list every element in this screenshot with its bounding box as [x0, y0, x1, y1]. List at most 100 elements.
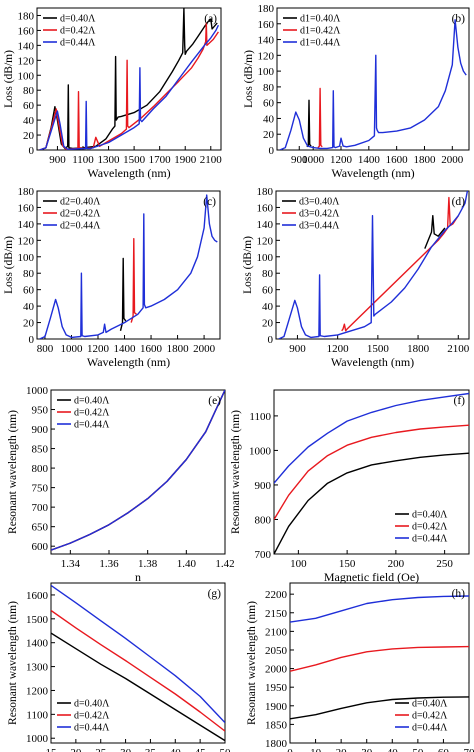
chart-5-ytick-label-4: 1100: [249, 411, 271, 423]
chart-4-xlabel: n: [135, 570, 141, 584]
chart-7-ytick-label-4: 2000: [265, 664, 288, 676]
chart-2: 800 1000 1200 1400 1600 1800 20000204060801001…: [3, 186, 221, 369]
chart-3-ytick-label-8: 160: [257, 202, 274, 214]
chart-6-xtick-label-7: 50: [220, 747, 232, 752]
chart-2-legend-label-1: d2=0.42Λ: [60, 209, 101, 220]
chart-6-xtick-label-2: 25: [95, 747, 107, 752]
chart-0-xtick-label-6: 2100: [200, 154, 223, 166]
chart-1-ylabel: Loss (dB/m): [243, 50, 255, 108]
chart-7-xtick-label-3: 30: [361, 747, 373, 752]
chart-5-legend-label-0: d=0.40Λ: [412, 510, 448, 521]
chart-3-xtick-label-2: 1500: [367, 343, 390, 355]
chart-6-xtick-label-0: 15: [46, 747, 58, 752]
chart-7-ytick-label-5: 2050: [265, 645, 288, 657]
chart-6-legend-label-1: d=0.42Λ: [74, 711, 110, 722]
chart-4-ytick-label-5: 850: [32, 444, 49, 456]
chart-7-xtick-label-0: 0: [287, 747, 293, 752]
chart-4-legend-label-2: d=0.44Λ: [74, 420, 110, 431]
chart-3-legend-label-0: d3=0.40Λ: [299, 197, 340, 208]
chart-3-ytick-label-1: 20: [262, 318, 274, 330]
chart-2-ytick-label-8: 160: [18, 202, 35, 214]
chart-3-legend-label-2: d3=0.44Λ: [299, 221, 340, 232]
chart-0-xlabel: Wavelength (nm): [87, 166, 170, 180]
chart-4-xtick-label-0: 1.34: [61, 558, 81, 570]
chart-7-legend-label-1: d=0.42Λ: [412, 711, 448, 722]
chart-3-ytick-label-5: 100: [257, 252, 274, 264]
chart-6-series-2-line: [51, 584, 225, 724]
chart-6-xtick-label-6: 45: [195, 747, 207, 752]
chart-0-ytick-label-2: 40: [23, 115, 35, 127]
chart-7: 0 10 20 30 40 50 60 70 1800 1850 1900 1950 2000 2050 2…: [246, 582, 474, 752]
chart-1-ytick-label-8: 160: [258, 19, 275, 31]
chart-1-xtick-label-4: 1600: [386, 154, 409, 166]
chart-3-panel-label: (d): [452, 196, 466, 208]
chart-2-ytick-label-5: 100: [18, 252, 35, 264]
chart-6-ytick-label-6: 1600: [26, 590, 49, 602]
chart-7-series-2-line: [290, 595, 469, 623]
chart-1-ytick-label-3: 60: [263, 98, 275, 110]
chart-5-xlabel: Magnetic field (Oe): [324, 570, 419, 584]
chart-6-ytick-label-1: 1100: [26, 709, 48, 721]
chart-3-ytick-label-4: 80: [262, 268, 274, 280]
chart-1-legend-label-0: d1=0.40Λ: [300, 14, 341, 25]
chart-2-xlabel: Wavelength (nm): [87, 355, 170, 369]
chart-4-frame: [50, 389, 226, 555]
chart-4-ytick-label-2: 700: [32, 502, 49, 514]
chart-0-ytick-label-6: 120: [18, 55, 35, 67]
chart-4-ytick-label-8: 1000: [26, 385, 49, 397]
chart-2-ytick-label-0: 0: [29, 334, 35, 346]
chart-3-legend-label-1: d3=0.42Λ: [299, 209, 340, 220]
chart-4-ytick-label-4: 800: [32, 463, 49, 475]
chart-5-xtick-label-1: 150: [339, 558, 356, 570]
chart-1-ytick-label-1: 20: [263, 129, 275, 141]
chart-7-xtick-label-2: 20: [336, 747, 348, 752]
chart-6-series-1-line: [51, 609, 225, 732]
chart-2-frame: [36, 190, 221, 340]
chart-4-legend-label-1: d=0.42Λ: [74, 408, 110, 419]
chart-2-legend-label-0: d2=0.40Λ: [60, 197, 101, 208]
chart-2-ytick-label-3: 60: [23, 285, 35, 297]
chart-7-series-0-line: [290, 696, 469, 720]
chart-7-legend-label-0: d=0.40Λ: [412, 699, 448, 710]
chart-0-xtick-label-4: 1700: [149, 154, 172, 166]
chart-7-ytick-label-0: 1800: [265, 738, 288, 750]
chart-2-xtick-label-0: 800: [37, 343, 54, 355]
chart-7-ytick-label-6: 2100: [265, 626, 288, 638]
chart-0-legend-label-2: d=0.44Λ: [60, 38, 96, 49]
chart-4-ytick-label-3: 750: [32, 483, 49, 495]
chart-5-panel-label: (f): [454, 395, 466, 407]
chart-1-xtick-label-1: 1000: [302, 154, 325, 166]
chart-6-ytick-label-0: 1000: [26, 733, 49, 745]
chart-7-frame: [289, 582, 470, 744]
chart-1-legend-label-2: d1=0.44Λ: [300, 38, 341, 49]
chart-4-ytick-label-1: 650: [32, 522, 49, 534]
chart-1-xtick-label-3: 1400: [358, 154, 381, 166]
chart-1-ytick-label-9: 180: [258, 3, 275, 15]
chart-3-xtick-label-0: 900: [289, 343, 306, 355]
chart-6-xtick-label-5: 40: [170, 747, 182, 752]
chart-4-xtick-label-2: 1.38: [138, 558, 158, 570]
chart-3-series-1-line: [341, 196, 459, 332]
chart-2-ytick-label-4: 80: [23, 268, 35, 280]
chart-6-xtick-label-1: 20: [70, 747, 82, 752]
chart-0-xtick-label-3: 1500: [123, 154, 146, 166]
chart-3-xtick-label-1: 1200: [327, 343, 350, 355]
chart-4-ylabel: Resonant wavelength (nm): [7, 410, 19, 534]
chart-6-ytick-label-5: 1500: [26, 614, 49, 626]
chart-0-xtick-label-5: 1900: [174, 154, 197, 166]
chart-2-xtick-label-4: 1600: [140, 343, 163, 355]
chart-1-ytick-label-5: 100: [258, 66, 275, 78]
chart-2-panel-label: (c): [203, 196, 216, 208]
chart-1-xtick-label-6: 2000: [441, 154, 464, 166]
chart-0-legend-label-0: d=0.40Λ: [60, 14, 96, 25]
chart-7-ytick-label-7: 2150: [265, 608, 288, 620]
chart-1-xtick-label-5: 1800: [413, 154, 436, 166]
chart-5-ytick-label-3: 1000: [249, 445, 272, 457]
chart-5-ytick-label-1: 800: [255, 514, 272, 526]
chart-1-legend-label-1: d1=0.42Λ: [300, 26, 341, 37]
chart-2-legend-label-2: d2=0.44Λ: [60, 221, 101, 232]
chart-0-ytick-label-1: 20: [23, 130, 35, 142]
chart-7-ytick-label-1: 1850: [265, 719, 288, 731]
